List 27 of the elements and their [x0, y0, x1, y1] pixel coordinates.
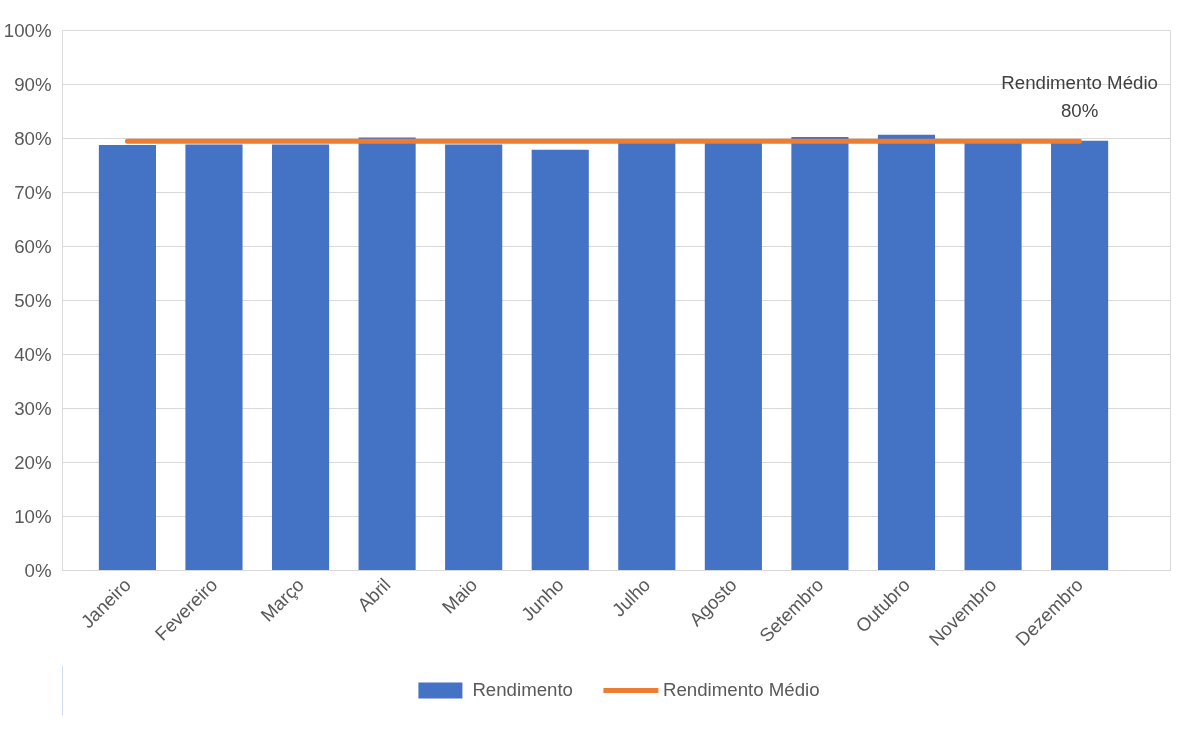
y-tick-label: 60%: [14, 236, 52, 257]
y-tick-label: 30%: [14, 398, 52, 419]
bar: [531, 149, 589, 571]
bar: [618, 142, 676, 571]
y-tick-label: 100%: [3, 20, 52, 41]
bar: [271, 144, 330, 571]
y-tick-label: 70%: [14, 182, 52, 203]
bar: [98, 144, 156, 571]
bar: [964, 142, 1022, 571]
bar: [877, 134, 936, 571]
bar: [185, 144, 243, 571]
y-tick-label: 0%: [24, 560, 52, 581]
legend-label: Rendimento: [472, 679, 574, 701]
bar: [791, 136, 849, 571]
y-tick-label: 50%: [14, 290, 52, 311]
y-tick-label: 90%: [14, 74, 52, 95]
bar: [704, 142, 762, 571]
legend-label: Rendimento Médio: [663, 679, 820, 701]
y-tick-label: 80%: [14, 128, 52, 149]
annotation: 80%: [1060, 99, 1099, 121]
y-tick-label: 20%: [14, 452, 52, 473]
y-tick-label: 40%: [14, 344, 52, 365]
bar: [358, 137, 416, 571]
annotation: Rendimento Médio: [1001, 71, 1158, 93]
y-tick-label: 10%: [14, 506, 52, 527]
bar: [445, 144, 503, 571]
bar: [1051, 140, 1109, 571]
